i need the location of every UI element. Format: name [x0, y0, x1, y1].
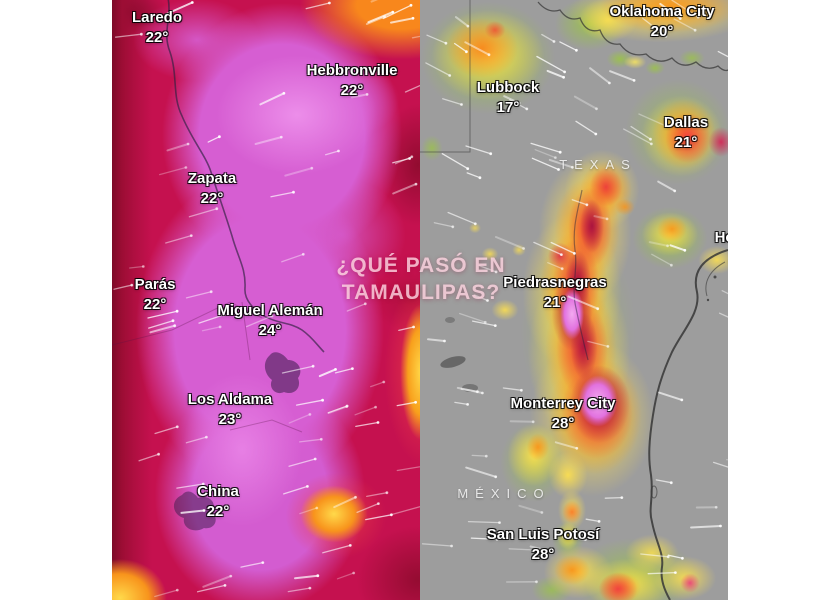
temperature-value: 22° — [200, 190, 224, 207]
city-name: Zapata — [187, 170, 237, 187]
temperature-value: 28° — [551, 415, 575, 432]
temperature-value: 22° — [145, 29, 169, 46]
city-name: Parás — [134, 276, 176, 293]
temperature-value: 17° — [496, 99, 520, 116]
city-name: Hebbronville — [306, 62, 398, 79]
city-label-miguel-aleman: Miguel Alemán 24° — [217, 301, 322, 341]
city-name: Dallas — [663, 114, 709, 131]
city-label-dallas: Dallas 21° — [664, 113, 708, 153]
temperature-value: 22° — [340, 82, 364, 99]
city-name: Oklahoma City — [609, 3, 715, 20]
terrain-patch — [440, 356, 466, 368]
temperature-value: 23° — [218, 411, 242, 428]
city-name: Laredo — [131, 9, 183, 26]
watermark: ¿QUÉ PASÓ EN TAMAULIPAS? — [336, 252, 505, 306]
city-label-piedrasnegras: Piedrasnegras 21° — [503, 273, 606, 313]
city-label-los-aldama: Los Aldama 23° — [188, 390, 272, 430]
temperature-value: 22° — [206, 503, 230, 520]
temperature-value: 24° — [258, 322, 282, 339]
city-label-lubbock: Lubbock 17° — [477, 78, 540, 118]
city-label-hebbronville: Hebbronville 22° — [307, 61, 398, 101]
temperature-value: 2 — [703, 248, 728, 268]
terrain-patch — [445, 317, 455, 323]
city-label-san-luis-potosi: San Luis Potosí 28° — [487, 525, 600, 565]
watermark-line-1: ¿QUÉ PASÓ EN — [336, 254, 506, 277]
city-label-houston-clipped: Houston 2 — [715, 228, 728, 268]
temperature-value: 20° — [650, 23, 674, 40]
city-name: San Luis Potosí — [486, 526, 600, 543]
terrain-patch — [462, 384, 478, 392]
texas-panhandle-border — [420, 0, 471, 153]
region-label-mexico: MÉXICO — [457, 486, 551, 501]
city-name: Lubbock — [476, 79, 540, 96]
islet — [706, 298, 710, 302]
city-name: Miguel Alemán — [217, 302, 323, 319]
city-label-paras: Parás 22° — [135, 275, 176, 315]
map-panel-right[interactable]: TEXAS MÉXICO Oklahoma City 20° Lubbock 1… — [420, 0, 728, 600]
city-name: Piedrasnegras — [503, 274, 607, 291]
city-label-laredo: Laredo 22° — [132, 8, 182, 48]
temperature-value: 28° — [531, 546, 555, 563]
falcon-lake — [264, 352, 301, 394]
temperature-value: 22° — [143, 296, 167, 313]
temperature-value: 21° — [674, 134, 698, 151]
city-label-oklahoma-city: Oklahoma City 20° — [609, 2, 714, 42]
city-name: Los Aldama — [187, 391, 273, 408]
map-content: Laredo 22° Hebbronville 22° Zapata 22° P… — [112, 0, 728, 600]
coastline-path — [648, 249, 728, 600]
city-name: China — [197, 483, 239, 500]
temperature-value: 21° — [543, 294, 567, 311]
city-label-china: China 22° — [197, 482, 239, 522]
city-label-monterrey-city: Monterrey City 28° — [510, 394, 615, 434]
city-label-zapata: Zapata 22° — [188, 169, 236, 209]
islet — [713, 275, 717, 279]
coastal-lagoon — [650, 485, 658, 499]
city-name: Monterrey City — [510, 395, 616, 412]
region-label-texas: TEXAS — [559, 157, 637, 172]
city-name: Houston — [714, 229, 728, 246]
watermark-line-2: TAMAULIPAS? — [341, 281, 501, 304]
